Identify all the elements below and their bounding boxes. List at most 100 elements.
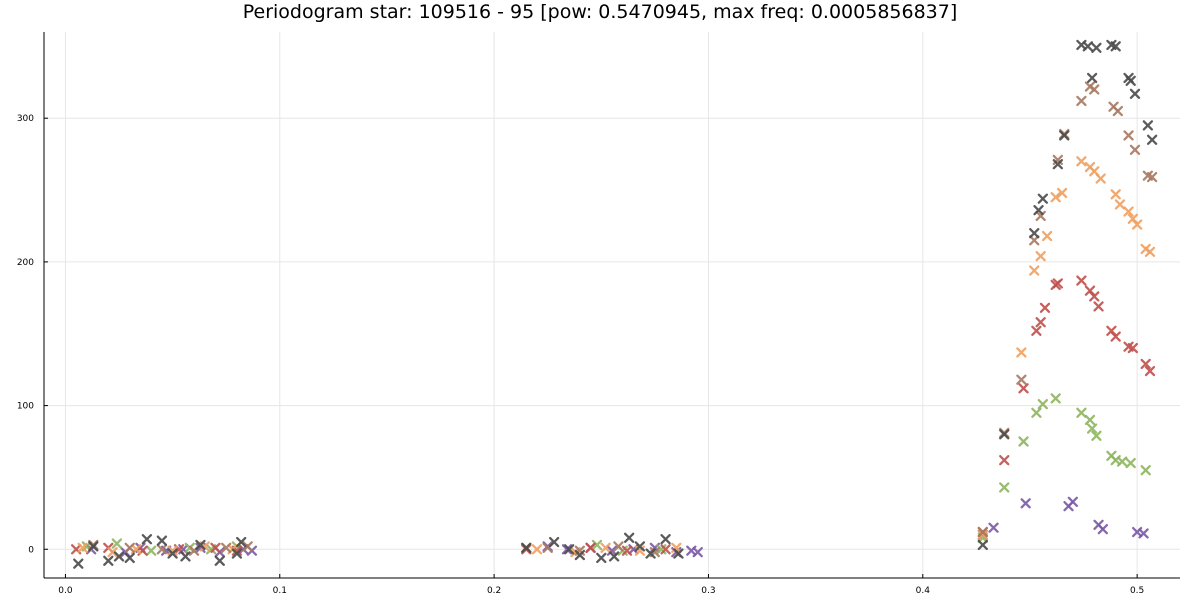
scatter-point	[1086, 72, 1098, 84]
scatter-point	[600, 542, 611, 553]
scatter-point	[999, 429, 1010, 440]
scatter-point	[1076, 407, 1087, 418]
scatter-point	[113, 551, 125, 562]
scatter-point	[660, 544, 671, 555]
scatter-point	[1056, 187, 1068, 199]
scatter-point	[673, 548, 684, 559]
scatter-point	[1067, 496, 1078, 507]
scatter-point	[1140, 465, 1151, 476]
scatter-point	[221, 542, 232, 553]
chart-title: Periodogram star: 109516 - 95 [pow: 0.54…	[242, 1, 958, 23]
scatter-point	[1018, 436, 1029, 447]
scatter-point	[146, 545, 157, 556]
scatter-point	[195, 539, 206, 551]
scatter-point	[1029, 265, 1040, 276]
scatter-point	[1140, 358, 1151, 370]
scatter-point	[1091, 42, 1102, 53]
scatter-point	[1029, 235, 1040, 246]
scatter-point	[1029, 228, 1040, 239]
scatter-point	[231, 548, 243, 559]
scatter-point	[73, 558, 84, 569]
scatter-point	[1114, 199, 1126, 210]
scatter-point	[977, 526, 988, 538]
scatter-point	[585, 542, 596, 553]
scatter-point	[1052, 278, 1063, 289]
scatter-point	[1116, 456, 1128, 467]
scatter-point	[156, 544, 168, 555]
scatter-point	[645, 548, 656, 559]
scatter-point	[999, 455, 1010, 466]
scatter-point	[1037, 193, 1048, 204]
y-tick-label: 0	[28, 545, 34, 555]
scatter-point	[1129, 144, 1141, 155]
scatter-point	[1125, 457, 1136, 469]
scatter-point	[77, 542, 88, 553]
scatter-point	[548, 536, 560, 548]
scatter-point	[1089, 84, 1100, 95]
y-tick-label: 100	[17, 402, 34, 412]
scatter-point	[613, 541, 624, 552]
scatter-point	[623, 532, 635, 543]
data-points	[71, 39, 1158, 569]
scatter-point	[1076, 156, 1087, 167]
scatter-point	[1039, 302, 1051, 314]
x-tick-label: 0.4	[916, 586, 931, 596]
y-tick-label: 300	[17, 114, 34, 124]
scatter-point	[1091, 430, 1102, 441]
scatter-point	[1131, 219, 1143, 230]
scatter-point	[1041, 230, 1053, 242]
scatter-point	[1031, 325, 1042, 337]
scatter-point	[242, 541, 253, 552]
scatter-point	[1142, 120, 1153, 131]
scatter-point	[1016, 374, 1027, 385]
scatter-point	[1097, 523, 1108, 535]
scatter-point	[591, 539, 603, 551]
scatter-point	[1035, 317, 1046, 328]
scatter-point	[1016, 347, 1027, 358]
scatter-point	[124, 542, 135, 553]
scatter-point	[1144, 365, 1156, 377]
scatter-point	[608, 551, 620, 562]
scatter-point	[88, 541, 99, 552]
scatter-point	[606, 545, 618, 556]
scatter-point	[563, 544, 575, 555]
x-tick-label: 0.1	[273, 586, 287, 596]
grid	[44, 32, 1180, 578]
scatter-point	[180, 551, 191, 562]
scatter-point	[999, 482, 1010, 493]
scatter-point	[1086, 423, 1098, 434]
scatter-point	[1123, 130, 1134, 141]
x-tick-label: 0.5	[1130, 586, 1144, 596]
scatter-point	[1129, 88, 1141, 99]
scatter-point	[1076, 95, 1087, 107]
scatter-point	[1146, 134, 1158, 145]
scatter-point	[660, 534, 671, 545]
scatter-point	[1112, 105, 1123, 117]
scatter-point	[1144, 246, 1156, 257]
scatter-point	[1146, 171, 1158, 183]
scatter-point	[1059, 130, 1070, 141]
scatter-point	[692, 546, 703, 558]
x-tick-label: 0.3	[701, 586, 715, 596]
scatter-point	[1037, 398, 1048, 410]
scatter-point	[1138, 528, 1149, 539]
scatter-point	[156, 535, 168, 546]
scatter-point	[1095, 173, 1106, 184]
scatter-point	[1123, 206, 1134, 217]
scatter-point	[1050, 393, 1061, 404]
scatter-point	[141, 534, 153, 545]
scatter-point	[103, 555, 114, 566]
scatter-point	[124, 552, 135, 564]
y-tick-label: 200	[17, 258, 34, 268]
scatter-point	[531, 544, 543, 555]
scatter-point	[167, 545, 178, 556]
scatter-point	[1125, 75, 1136, 87]
scatter-point	[1035, 250, 1046, 262]
scatter-point	[210, 542, 221, 553]
scatter-point	[1110, 189, 1121, 200]
scatter-point	[1035, 210, 1046, 222]
scatter-point	[107, 546, 118, 558]
scatter-point	[1110, 41, 1121, 52]
scatter-point	[977, 539, 988, 551]
